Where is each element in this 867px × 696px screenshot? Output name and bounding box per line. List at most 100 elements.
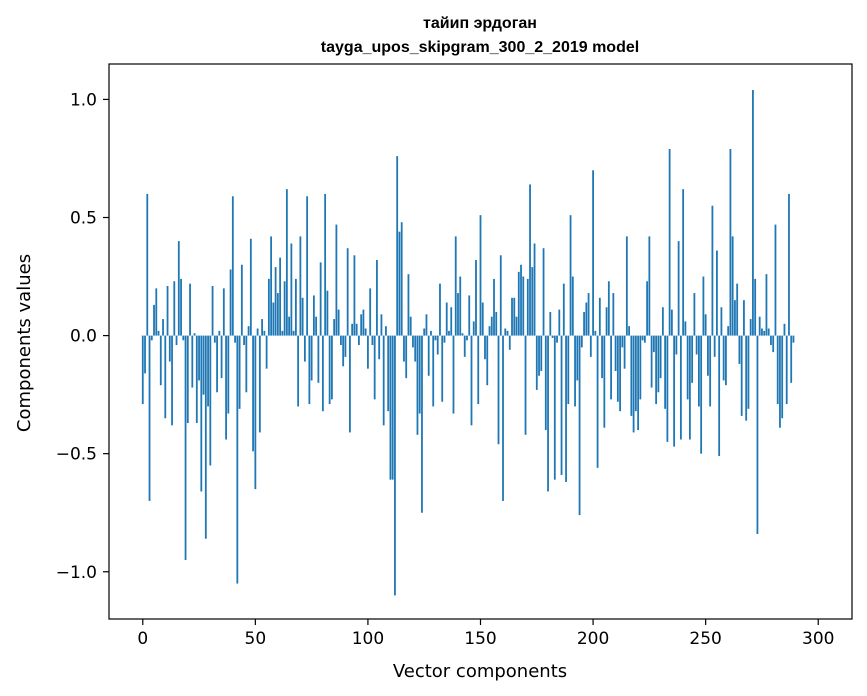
bar-196 <box>583 311 585 336</box>
y-tick-label: 1.0 <box>70 90 97 110</box>
bar-124 <box>421 335 423 513</box>
bar-133 <box>441 335 444 402</box>
y-axis-label: Components values <box>14 254 35 432</box>
bar-223 <box>643 335 646 343</box>
bar-109 <box>387 335 390 412</box>
bar-111 <box>391 335 394 480</box>
bar-35 <box>220 335 223 379</box>
bar-238 <box>677 241 680 336</box>
bar-142 <box>461 333 464 336</box>
bar-214 <box>623 335 626 369</box>
bar-267 <box>743 300 745 336</box>
bar-206 <box>605 307 608 336</box>
bar-219 <box>634 335 637 412</box>
bar-60 <box>276 293 279 336</box>
bar-148 <box>475 260 477 336</box>
bar-99 <box>364 328 367 336</box>
bar-30 <box>209 335 212 466</box>
bar-120 <box>412 335 414 348</box>
bar-164 <box>511 297 513 336</box>
bar-286 <box>785 335 788 405</box>
bar-283 <box>779 335 781 428</box>
bar-202 <box>596 335 599 468</box>
bar-0 <box>141 335 144 405</box>
bar-270 <box>749 319 752 336</box>
bar-204 <box>601 335 603 379</box>
bar-282 <box>776 335 779 405</box>
bar-152 <box>484 335 486 360</box>
bar-195 <box>580 335 583 348</box>
bar-126 <box>425 314 428 336</box>
bar-201 <box>594 330 597 336</box>
bar-193 <box>576 335 579 381</box>
bar-269 <box>747 335 750 409</box>
bar-116 <box>403 335 405 362</box>
bar-192 <box>574 335 576 407</box>
bar-97 <box>360 314 363 336</box>
bar-169 <box>522 276 525 336</box>
bar-288 <box>790 335 793 383</box>
bar-27 <box>202 335 205 395</box>
bar-186 <box>560 335 563 475</box>
bar-119 <box>409 316 412 336</box>
bar-128 <box>430 330 432 336</box>
y-axis-ticks: 1.0 0.5 0.0 −0.5 −1.0 <box>56 90 109 583</box>
bar-243 <box>688 335 691 440</box>
bar-163 <box>508 335 511 350</box>
bar-113 <box>396 156 399 336</box>
bar-80 <box>321 335 324 412</box>
bar-14 <box>173 281 176 336</box>
bar-3 <box>148 335 151 501</box>
bar-260 <box>727 326 730 336</box>
bar-15 <box>175 335 178 346</box>
bar-48 <box>249 238 252 336</box>
bar-5 <box>153 304 155 336</box>
bar-150 <box>479 215 482 336</box>
bar-19 <box>184 335 187 560</box>
bar-240 <box>682 189 685 336</box>
bar-7 <box>157 330 160 336</box>
bar-234 <box>668 149 671 336</box>
bars-group <box>141 89 795 596</box>
bar-31 <box>211 286 214 336</box>
bar-275 <box>761 328 763 336</box>
x-tick-label: 250 <box>689 629 721 649</box>
bar-225 <box>648 236 651 336</box>
bar-42 <box>236 335 239 584</box>
bar-198 <box>587 293 590 336</box>
bar-281 <box>774 224 777 336</box>
bar-61 <box>279 257 282 336</box>
bar-20 <box>186 335 189 423</box>
bar-230 <box>659 335 662 379</box>
y-tick-label: 0.0 <box>70 327 97 347</box>
bar-75 <box>310 335 313 381</box>
bar-96 <box>358 335 360 346</box>
bar-53 <box>261 319 263 336</box>
x-axis-label: Vector components <box>393 661 567 682</box>
bar-110 <box>389 335 392 480</box>
bar-136 <box>448 330 450 336</box>
bar-143 <box>463 335 466 357</box>
bar-108 <box>385 326 387 336</box>
bar-165 <box>513 297 516 336</box>
bar-259 <box>725 335 727 386</box>
bar-114 <box>398 231 401 336</box>
bar-247 <box>698 335 700 407</box>
bar-235 <box>670 309 673 336</box>
bar-252 <box>709 335 712 407</box>
bar-32 <box>213 335 216 343</box>
bar-156 <box>493 278 495 336</box>
bar-88 <box>340 335 342 346</box>
bar-122 <box>416 335 419 435</box>
bar-84 <box>331 335 333 400</box>
bar-118 <box>407 274 410 336</box>
bar-11 <box>166 286 169 336</box>
bar-149 <box>477 335 480 405</box>
x-tick-label: 150 <box>464 629 496 649</box>
bar-72 <box>303 335 306 362</box>
bar-144 <box>466 335 468 341</box>
bar-191 <box>571 276 574 336</box>
bar-161 <box>504 328 507 336</box>
bar-70 <box>299 236 302 336</box>
bar-66 <box>290 243 293 336</box>
